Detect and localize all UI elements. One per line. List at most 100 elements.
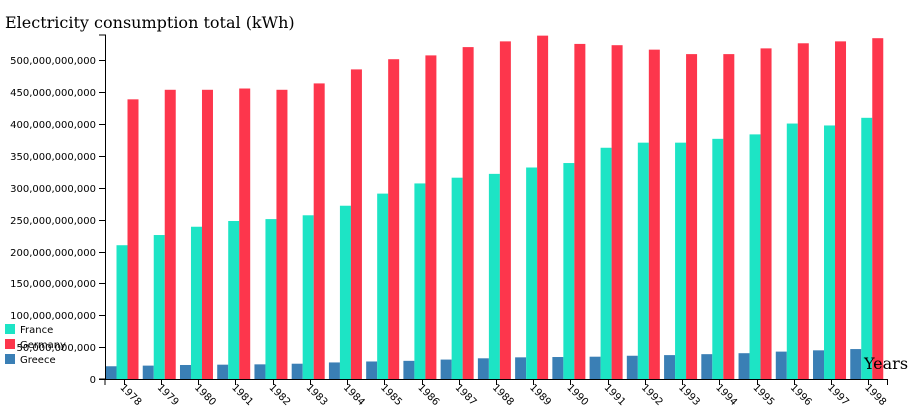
bar-france-1988 <box>488 173 500 379</box>
x-tick-label: 1984 <box>341 382 367 408</box>
chart-title: Electricity consumption total (kWh) <box>5 13 295 32</box>
bar-greece-1984 <box>328 362 340 379</box>
bar-germany-1986 <box>425 55 437 379</box>
bar-germany-1998 <box>872 38 884 379</box>
x-tick-label: 1988 <box>490 382 516 408</box>
bar-france-1979 <box>153 235 165 379</box>
x-tick-label: 1982 <box>266 382 292 408</box>
y-tick-label: 50,000,000,000 <box>16 343 96 354</box>
legend-label-germany: Germany <box>20 340 66 351</box>
bar-france-1981 <box>228 221 240 379</box>
bar-germany-1981 <box>239 88 251 379</box>
x-tick-label: 1979 <box>155 382 181 408</box>
bar-greece-1993 <box>664 355 676 379</box>
bar-france-1992 <box>637 142 649 379</box>
bar-france-1982 <box>265 219 277 379</box>
bar-germany-1994 <box>723 54 735 380</box>
x-tick-label: 1997 <box>825 382 851 408</box>
x-tick-label: 1987 <box>453 382 479 408</box>
bar-france-1978 <box>116 245 128 379</box>
x-tick-label: 1990 <box>564 382 590 408</box>
bar-france-1995 <box>749 134 761 379</box>
bar-france-1996 <box>786 123 798 379</box>
x-tick-label: 1986 <box>415 382 441 408</box>
bar-greece-1983 <box>291 363 303 379</box>
bar-greece-1991 <box>589 356 601 379</box>
bar-greece-1997 <box>813 350 825 379</box>
bar-germany-1984 <box>350 69 362 380</box>
x-tick-label: 1978 <box>117 382 143 408</box>
bar-greece-1995 <box>738 353 750 379</box>
bar-greece-1986 <box>403 360 415 379</box>
bar-germany-1980 <box>201 89 213 379</box>
bar-germany-1992 <box>648 49 660 380</box>
legend-label-france: France <box>20 325 53 336</box>
legend-swatch-germany <box>5 339 15 349</box>
bar-greece-1978 <box>105 366 117 379</box>
x-tick-label: 1995 <box>751 382 777 408</box>
bar-greece-1982 <box>254 364 266 379</box>
bar-germany-1982 <box>276 89 288 379</box>
bar-greece-1980 <box>179 364 191 379</box>
bar-germany-1996 <box>797 43 809 379</box>
y-tick-label: 400,000,000,000 <box>10 120 96 131</box>
bars-group <box>105 35 884 380</box>
x-tick-label: 1991 <box>602 382 628 408</box>
bar-france-1994 <box>712 138 724 379</box>
x-axis: 1978 1979 1980 1981 1982 1983 1984 1985 1986 1987… <box>104 379 888 408</box>
bar-germany-1995 <box>760 48 772 379</box>
bar-greece-1981 <box>217 364 229 379</box>
bar-france-1990 <box>563 163 575 379</box>
bar-germany-1983 <box>313 83 325 379</box>
bar-france-1987 <box>451 177 463 379</box>
bar-greece-1998 <box>850 349 862 379</box>
x-tick-label: 1983 <box>304 382 330 408</box>
legend-swatch-greece <box>5 354 15 364</box>
bar-france-1983 <box>302 215 314 379</box>
bar-france-1984 <box>339 205 351 379</box>
bar-germany-1993 <box>686 54 698 380</box>
y-tick-label: 500,000,000,000 <box>10 56 96 67</box>
x-tick-label: 1996 <box>788 382 814 408</box>
y-tick-label: 350,000,000,000 <box>10 152 96 163</box>
bar-greece-1989 <box>515 357 527 379</box>
bar-germany-1985 <box>388 59 400 380</box>
x-tick-label: 1998 <box>862 382 888 408</box>
bar-greece-1992 <box>626 355 638 379</box>
bar-germany-1988 <box>499 41 511 380</box>
bar-greece-1996 <box>775 351 787 379</box>
legend: France Germany Greece <box>5 324 66 366</box>
bar-france-1980 <box>190 226 202 379</box>
bar-germany-1979 <box>164 89 176 379</box>
y-axis-line <box>99 34 106 380</box>
x-tick-label: 1980 <box>192 382 218 408</box>
bar-greece-1990 <box>552 357 564 379</box>
bar-germany-1997 <box>835 41 847 380</box>
y-tick-label: 300,000,000,000 <box>10 184 96 195</box>
bar-greece-1994 <box>701 354 713 379</box>
y-tick-label: 450,000,000,000 <box>10 88 96 99</box>
bar-germany-1989 <box>537 35 549 379</box>
bar-greece-1987 <box>440 359 452 379</box>
y-tick-label: 150,000,000,000 <box>10 279 96 290</box>
bar-greece-1988 <box>477 358 489 379</box>
bar-germany-1987 <box>462 47 474 379</box>
y-axis: 0 50,000,000,000 100,000,000,000 150,000,00… <box>10 34 106 386</box>
bar-germany-1990 <box>574 43 586 380</box>
bar-germany-1978 <box>127 99 139 379</box>
bar-greece-1979 <box>142 365 154 379</box>
y-tick-label: 250,000,000,000 <box>10 216 96 227</box>
bar-france-1997 <box>824 125 836 380</box>
bar-france-1991 <box>600 147 612 379</box>
x-tick-label: 1993 <box>676 382 702 408</box>
bar-greece-1985 <box>366 361 378 379</box>
y-tick-label: 100,000,000,000 <box>10 311 96 322</box>
x-tick-label: 1994 <box>713 382 739 408</box>
x-tick-label: 1992 <box>639 382 665 408</box>
x-axis-label: Years <box>863 354 908 373</box>
x-tick-label: 1985 <box>378 382 404 408</box>
y-tick-label: 200,000,000,000 <box>10 248 96 259</box>
x-tick-label: 1989 <box>527 382 553 408</box>
bar-france-1993 <box>675 142 687 379</box>
